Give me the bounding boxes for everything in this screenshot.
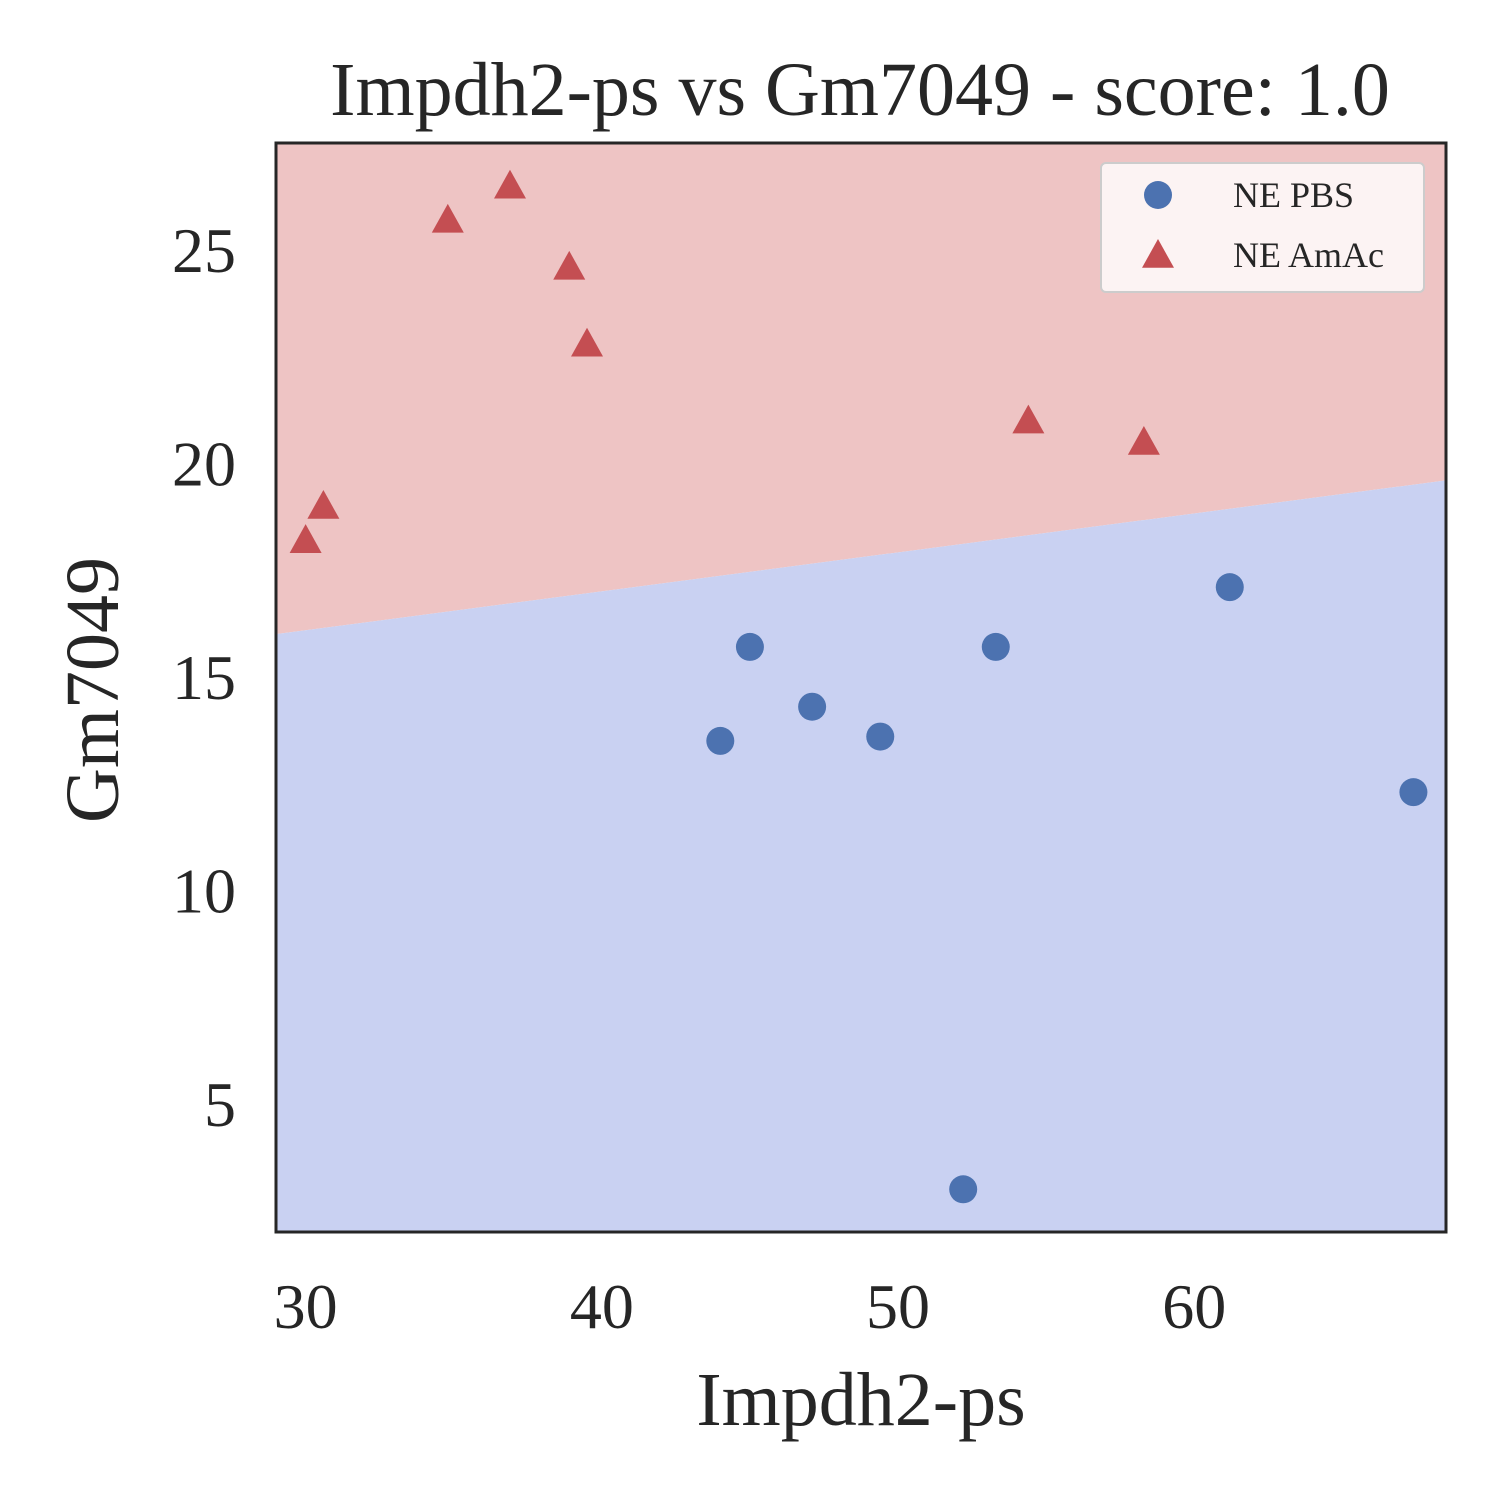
data-point xyxy=(1012,404,1045,434)
plot-area xyxy=(274,141,1448,1234)
data-point xyxy=(553,250,586,280)
legend-marker-triangle xyxy=(1142,239,1174,268)
data-point xyxy=(949,1175,978,1204)
y-tick-label: 20 xyxy=(172,428,236,499)
x-tick-label: 60 xyxy=(1162,1271,1226,1342)
legend: NE PBS NE AmAc xyxy=(1100,162,1425,293)
chart-title: Impdh2-ps vs Gm7049 - score: 1.0 xyxy=(330,48,1390,132)
data-point xyxy=(289,524,322,553)
legend-label: NE PBS xyxy=(1233,175,1354,215)
legend-box xyxy=(1100,162,1425,293)
x-tick-label: 40 xyxy=(570,1271,634,1342)
series-ne-amac xyxy=(289,169,1160,553)
y-tick-label: 5 xyxy=(204,1069,236,1140)
data-point xyxy=(866,722,895,751)
x-axis-ticks: 30 40 50 60 xyxy=(274,1271,1227,1342)
data-point xyxy=(1399,778,1428,807)
y-axis-ticks: 5 10 15 20 25 xyxy=(172,215,236,1140)
y-tick-label: 10 xyxy=(172,855,236,926)
data-point xyxy=(1215,573,1244,602)
y-tick-label: 25 xyxy=(172,215,236,286)
legend-label: NE AmAc xyxy=(1233,235,1384,275)
data-point xyxy=(981,632,1010,661)
x-tick-label: 30 xyxy=(274,1271,338,1342)
x-tick-label: 50 xyxy=(866,1271,930,1342)
data-point xyxy=(494,169,526,199)
data-point xyxy=(431,203,464,233)
y-tick-label: 15 xyxy=(172,642,236,713)
legend-marker-circle xyxy=(1144,181,1172,209)
data-point xyxy=(798,692,827,721)
y-axis-label: Gm7049 xyxy=(51,557,135,823)
data-point xyxy=(307,490,340,519)
data-point xyxy=(571,327,604,357)
x-axis-label: Impdh2-ps xyxy=(696,1358,1025,1442)
data-point xyxy=(1127,425,1160,455)
plot-frame xyxy=(274,141,1448,1234)
series-ne-pbs xyxy=(706,573,1428,1204)
region-below xyxy=(276,480,1446,1232)
data-point xyxy=(735,632,764,661)
data-point xyxy=(706,726,735,755)
